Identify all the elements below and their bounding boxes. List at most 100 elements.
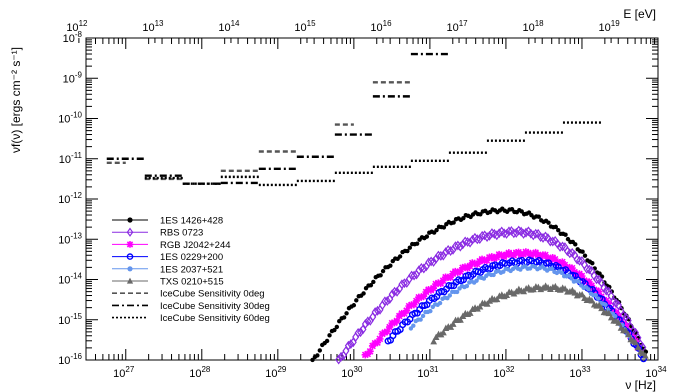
- data-point: [411, 309, 419, 317]
- data-point: [373, 338, 382, 347]
- data-point: [461, 215, 466, 221]
- axes: 1027 1028 1029 1030 1031 1032 1033 1034 1012 1013…: [58, 19, 667, 380]
- data-point: [446, 273, 455, 281]
- top-tick-label: 1019: [599, 19, 621, 34]
- x-tick-label: 1030: [341, 365, 363, 380]
- data-point: [344, 340, 352, 351]
- data-point: [420, 313, 426, 319]
- series-rbs-0723: [335, 225, 647, 365]
- data-point: [430, 337, 438, 345]
- data-point: [582, 253, 588, 258]
- y-tick-label: 10-13: [58, 231, 82, 246]
- y-tick-label: 10-12: [58, 191, 82, 206]
- data-point: [383, 296, 391, 306]
- data-point: [405, 248, 410, 254]
- data-point: [417, 293, 425, 301]
- legend-marker: [126, 277, 134, 284]
- legend-marker: [126, 253, 134, 260]
- data-point: [598, 304, 605, 312]
- data-point: [605, 309, 613, 317]
- data-point: [445, 282, 453, 290]
- data-point: [456, 241, 464, 252]
- data-point: [622, 327, 630, 334]
- data-point: [371, 279, 376, 285]
- data-point: [473, 234, 481, 245]
- data-point: [381, 296, 389, 307]
- data-point: [411, 323, 416, 328]
- data-point: [527, 251, 535, 259]
- data-point: [354, 298, 359, 303]
- series-1es-1426-428: [310, 206, 649, 363]
- data-point: [585, 278, 593, 286]
- data-point: [364, 316, 372, 327]
- data-point: [351, 303, 357, 308]
- data-point: [522, 248, 530, 256]
- y-tick-label: 10-15: [58, 312, 82, 327]
- data-point: [578, 272, 586, 280]
- data-point: [410, 270, 418, 281]
- y-tick-label: 10-8: [63, 30, 83, 45]
- data-point: [447, 282, 455, 290]
- data-point: [466, 309, 474, 316]
- data-point: [457, 316, 464, 323]
- legend-label: IceCube Sensitivity 30deg: [160, 301, 270, 312]
- data-point: [468, 234, 477, 245]
- data-point: [400, 278, 408, 289]
- data-point: [383, 327, 391, 336]
- top-tick-label: 1014: [218, 19, 240, 34]
- data-point: [441, 225, 447, 230]
- data-point: [332, 327, 337, 333]
- data-point: [428, 308, 433, 314]
- data-point: [454, 289, 460, 295]
- data-point: [357, 327, 365, 338]
- data-point: [464, 283, 470, 289]
- data-point: [549, 266, 555, 271]
- data-point: [586, 287, 591, 292]
- data-point: [532, 228, 540, 239]
- data-point: [427, 256, 435, 267]
- data-point: [420, 263, 428, 274]
- data-point: [575, 255, 584, 266]
- data-point: [434, 227, 439, 233]
- data-point: [425, 257, 433, 268]
- x-tick-label: 1034: [645, 365, 667, 380]
- data-point: [593, 274, 601, 285]
- data-point: [588, 297, 596, 304]
- data-point: [583, 263, 591, 274]
- top-tick-label: 1012: [66, 19, 88, 34]
- y-tick-label: 10-16: [58, 352, 82, 367]
- data-point: [429, 284, 438, 292]
- x-tick-label: 1027: [113, 365, 135, 380]
- data-point: [371, 307, 379, 318]
- data-point: [615, 319, 622, 326]
- data-point: [424, 234, 430, 239]
- y-tick-label: 10-11: [59, 151, 83, 166]
- data-point: [451, 220, 456, 225]
- data-point: [614, 300, 622, 311]
- data-point: [461, 263, 469, 271]
- data-point: [432, 280, 440, 288]
- data-point: [337, 318, 342, 324]
- data-point: [391, 286, 399, 297]
- y-tick-label: 10-10: [58, 111, 82, 126]
- data-point: [632, 338, 640, 346]
- legend-label: 1ES 0229+200: [160, 252, 223, 263]
- legend-marker: [127, 266, 133, 272]
- data-point: [378, 273, 383, 278]
- data-point: [549, 236, 557, 247]
- top-tick-label: 1013: [142, 19, 164, 34]
- data-point: [414, 241, 420, 246]
- data-point: [624, 330, 632, 338]
- data-point: [324, 338, 330, 344]
- data-point: [347, 339, 355, 350]
- data-point: [590, 261, 595, 266]
- data-point: [478, 212, 483, 217]
- x-tick-label: 1029: [265, 365, 287, 380]
- data-point: [430, 256, 438, 267]
- data-point: [573, 242, 578, 247]
- data-point: [366, 347, 374, 355]
- data-point: [544, 254, 552, 262]
- data-point: [410, 301, 418, 309]
- data-point: [490, 254, 498, 263]
- sensitivity-curves: [106, 52, 601, 187]
